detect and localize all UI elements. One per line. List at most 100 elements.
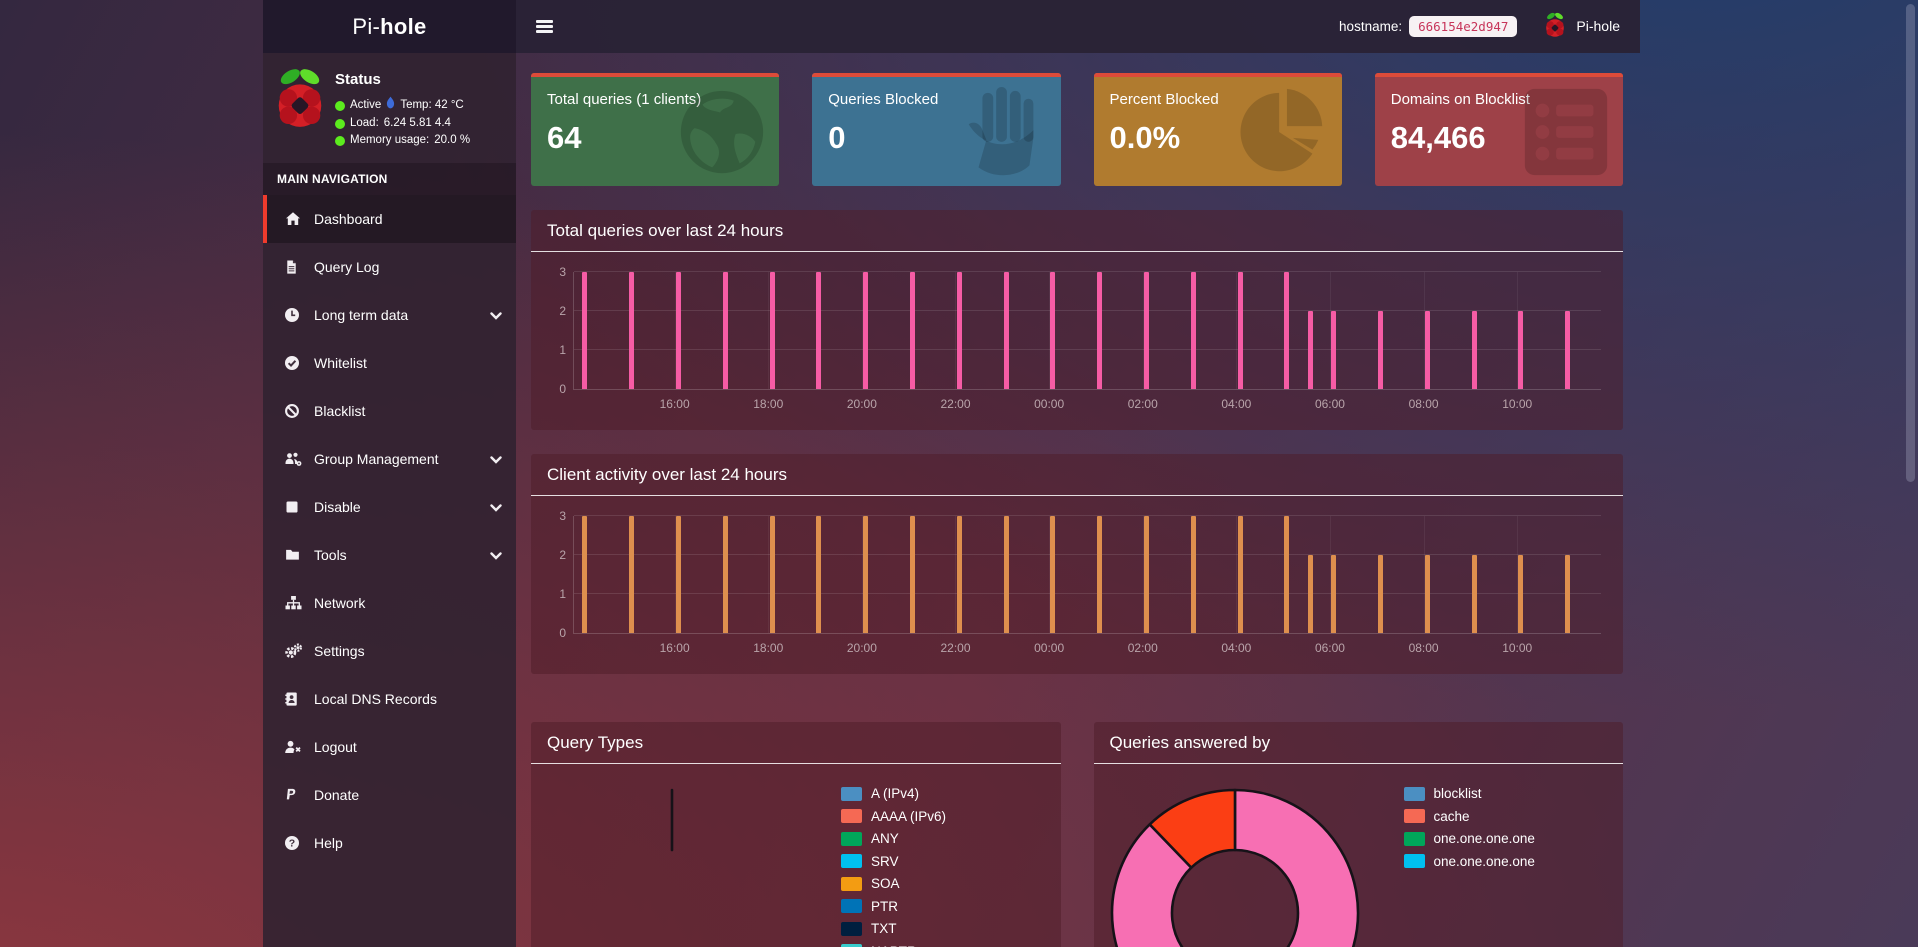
legend-label: one.one.one.one	[1433, 831, 1535, 846]
legend-swatch	[841, 921, 862, 936]
sidebar-item-query-log[interactable]: Query Log	[263, 243, 516, 291]
sidebar-item-label: Logout	[314, 739, 357, 755]
sidebar-item-label: Disable	[314, 499, 361, 515]
bar	[722, 272, 728, 389]
panel-title: Queries answered by	[1093, 722, 1623, 764]
bar	[1050, 272, 1056, 389]
donut-slice	[1110, 788, 1359, 947]
x-axis-label: 18:00	[753, 641, 784, 655]
bar	[722, 516, 728, 633]
x-axis-label: 22:00	[940, 397, 971, 411]
bar	[1143, 272, 1149, 389]
logo-area[interactable]: Pi-hole	[263, 0, 516, 53]
sidebar-item-help[interactable]: ? Help	[263, 819, 516, 867]
clock-icon	[284, 307, 303, 324]
queries-answered-panel: Queries answered by blocklist cache one.on…	[1093, 722, 1623, 947]
panel-title: Client activity over last 24 hours	[531, 454, 1623, 496]
legend-label: PTR	[871, 898, 898, 914]
sidebar-item-whitelist[interactable]: Whitelist	[263, 339, 516, 387]
sidebar-item-donate[interactable]: Donate	[263, 771, 516, 819]
bar	[863, 516, 869, 633]
legend-label: ANY	[871, 831, 899, 846]
legend-label: blocklist	[1433, 786, 1482, 801]
bar	[1518, 555, 1524, 633]
sidebar-item-logout[interactable]: Logout	[263, 723, 516, 771]
x-axis-label: 20:00	[846, 397, 877, 411]
query-types-legend: A (IPv4) AAAA (IPv6) ANY SRV SOA PTR TXT NAPTR	[841, 786, 946, 947]
x-axis-label: 16:00	[659, 397, 690, 411]
bar	[1378, 555, 1384, 633]
sidebar-item-group-management[interactable]: Group Management	[263, 435, 516, 483]
pie-chart-icon	[1236, 85, 1334, 177]
status-load-row: Load: 6.24 5.81 4.4	[335, 115, 470, 132]
address-book-icon	[284, 691, 303, 708]
home-icon	[284, 211, 303, 228]
status-dot	[335, 135, 345, 146]
bar	[629, 516, 635, 633]
bar	[1331, 555, 1337, 633]
question-circle-icon: ?	[284, 835, 303, 852]
bar	[1565, 555, 1571, 633]
sidebar-item-label: Local DNS Records	[314, 691, 437, 707]
sidebar-item-blacklist[interactable]: Blacklist	[263, 387, 516, 435]
legend-item[interactable]: SRV	[841, 854, 946, 869]
card-label: Percent Blocked	[1109, 91, 1219, 108]
bar	[1378, 311, 1384, 389]
client-activity-chart[interactable]: 0 1 2 3 16:00 18:00 20:00 22:00 00:00 02:00 04:00 0…	[559, 509, 1601, 655]
legend-item[interactable]: one.one.one.one	[1403, 854, 1535, 869]
y-axis-label: 2	[559, 304, 566, 319]
app-logo: Pi-hole	[352, 13, 427, 39]
status-title: Status	[335, 71, 381, 88]
legend-item[interactable]: SOA	[841, 876, 946, 891]
page-scrollbar[interactable]	[1906, 4, 1915, 482]
gears-icon	[284, 642, 303, 660]
legend-item[interactable]: PTR	[841, 899, 946, 914]
paypal-icon	[284, 787, 303, 804]
legend-label: cache	[1433, 808, 1470, 824]
brand-link[interactable]: Pi-hole	[1543, 12, 1620, 41]
sidebar-item-tools[interactable]: Tools	[263, 531, 516, 579]
bar	[1424, 555, 1430, 633]
bar	[956, 272, 962, 389]
sidebar-item-label: Tools	[314, 547, 347, 563]
legend-item[interactable]: blocklist	[1403, 786, 1535, 801]
legend-item[interactable]: AAAA (IPv6)	[841, 809, 946, 824]
sidebar-item-local-dns-records[interactable]: Local DNS Records	[263, 675, 516, 723]
y-axis-label: 0	[559, 626, 566, 640]
legend-item[interactable]: A (IPv4)	[841, 786, 946, 801]
bar	[1424, 311, 1430, 389]
card-percent-blocked[interactable]: Percent Blocked 0.0%	[1093, 73, 1342, 186]
sidebar-item-network[interactable]: Network	[263, 579, 516, 627]
legend-label: SRV	[871, 853, 899, 869]
card-total-queries-1-clients-[interactable]: Total queries (1 clients) 64	[531, 73, 780, 186]
sidebar-item-disable[interactable]: Disable	[263, 483, 516, 531]
sidebar-item-settings[interactable]: Settings	[263, 627, 516, 675]
user-logout-icon	[284, 739, 303, 756]
card-queries-blocked[interactable]: Queries Blocked 0	[812, 73, 1061, 186]
status-active-row: Active Temp: 42 °C	[335, 96, 470, 115]
bar	[863, 272, 869, 389]
y-axis-label: 2	[559, 548, 566, 563]
bar	[1284, 272, 1290, 389]
card-value: 64	[547, 120, 582, 155]
bar	[1097, 272, 1103, 389]
legend-item[interactable]: ANY	[841, 831, 946, 846]
sidebar-item-long-term-data[interactable]: Long term data	[263, 291, 516, 339]
legend-label: A (IPv4)	[871, 786, 920, 801]
hostname-label: hostname:	[1339, 19, 1403, 34]
legend-item[interactable]: NAPTR	[841, 944, 946, 947]
sidebar-item-dashboard[interactable]: Dashboard	[263, 195, 516, 243]
legend-item[interactable]: one.one.one.one	[1403, 831, 1535, 846]
x-axis-label: 02:00	[1127, 397, 1158, 411]
bar	[1050, 516, 1056, 633]
legend-item[interactable]: cache	[1403, 808, 1535, 824]
card-domains-on-blocklist[interactable]: Domains on Blocklist 84,466	[1374, 73, 1623, 186]
client-activity-panel: Client activity over last 24 hours 0 1 2 3 1…	[531, 454, 1623, 674]
sidebar-item-label: Network	[314, 595, 366, 611]
legend-item[interactable]: TXT	[841, 921, 946, 936]
hamburger-icon[interactable]	[536, 20, 553, 33]
x-axis-label: 08:00	[1408, 641, 1439, 655]
total-queries-chart[interactable]: 0 1 2 3 16:00 18:00 20:00 22:00 00:00 02:00 04:00 0…	[559, 265, 1601, 411]
bar	[909, 272, 915, 389]
card-label: Total queries (1 clients)	[547, 91, 702, 108]
